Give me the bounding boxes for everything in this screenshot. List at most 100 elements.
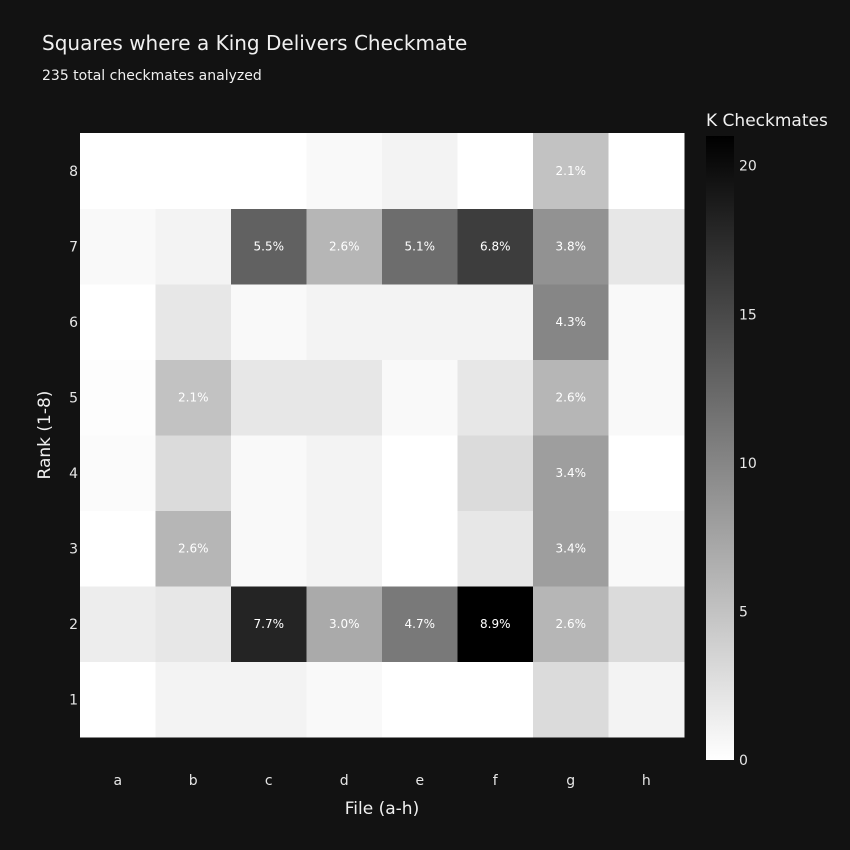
colorbar-tick-label: 10 <box>739 456 757 472</box>
heatmap-cell-f3 <box>457 510 534 587</box>
heatmap-cell-d7 <box>306 208 383 285</box>
heatmap-cell-e8 <box>382 133 458 209</box>
heatmap-cell-b2 <box>155 586 232 662</box>
x-tick-label: f <box>493 773 499 789</box>
heatmap-cell-d3 <box>306 510 383 587</box>
cell-label-d2: 3.0% <box>329 617 360 631</box>
y-tick-label: 1 <box>69 692 78 708</box>
heatmap-cell-a1 <box>80 661 156 738</box>
heatmap-cell-c1 <box>231 661 307 738</box>
heatmap-cell-e7 <box>382 208 458 285</box>
cell-label-f2: 8.9% <box>480 617 511 631</box>
heatmap-cell-e2 <box>382 586 458 662</box>
y-tick-label: 5 <box>69 390 78 406</box>
y-tick-label: 6 <box>69 315 78 331</box>
heatmap-cell-d6 <box>306 284 383 360</box>
colorbar-tick-label: 0 <box>739 753 748 769</box>
x-tick-label: b <box>189 773 198 789</box>
x-tick-label: d <box>340 773 349 789</box>
heatmap-cells <box>80 133 685 738</box>
heatmap-cell-c8 <box>231 133 307 209</box>
heatmap-cell-d8 <box>306 133 383 209</box>
cell-label-g8: 2.1% <box>556 164 587 178</box>
heatmap-cell-labels: 7.7% 3.0% 4.7% 8.9% 2.6% 2.6% 3.4% 3.4% 2.1% 2.6%… <box>178 164 586 631</box>
heatmap-cell-d5 <box>306 359 383 436</box>
heatmap-cell-a8 <box>80 133 156 209</box>
cell-label-c2: 7.7% <box>254 617 285 631</box>
cell-label-g7: 3.8% <box>556 239 587 253</box>
y-tick-label: 3 <box>69 541 78 557</box>
heatmap-cell-f6 <box>457 284 534 360</box>
heatmap-cell-g2 <box>533 586 609 662</box>
heatmap-cell-g1 <box>533 661 609 738</box>
cell-label-g2: 2.6% <box>556 617 587 631</box>
x-axis-label: File (a-h) <box>345 799 419 819</box>
heatmap-cell-d2 <box>306 586 383 662</box>
heatmap-cell-a3 <box>80 510 156 587</box>
heatmap-cell-c3 <box>231 510 307 587</box>
heatmap-cell-h4 <box>608 435 685 511</box>
heatmap-cell-e1 <box>382 661 458 738</box>
heatmap-cell-h8 <box>608 133 685 209</box>
x-tick-label: g <box>566 773 575 789</box>
heatmap-cell-h7 <box>608 208 685 285</box>
heatmap-cell-c2 <box>231 586 307 662</box>
y-tick-label: 4 <box>69 466 78 482</box>
heatmap-cell-e5 <box>382 359 458 436</box>
cell-label-g3: 3.4% <box>556 541 587 555</box>
heatmap-cell-a6 <box>80 284 156 360</box>
heatmap-cell-b5 <box>155 359 232 436</box>
heatmap-cell-b1 <box>155 661 232 738</box>
cell-label-b5: 2.1% <box>178 390 209 404</box>
x-tick-label: a <box>113 773 122 789</box>
chart-subtitle: 235 total checkmates analyzed <box>42 68 262 84</box>
y-axis-ticks: 1 2 3 4 5 6 7 8 <box>69 164 78 709</box>
cell-label-g6: 4.3% <box>556 315 587 329</box>
y-tick-label: 7 <box>69 239 78 255</box>
x-tick-label: e <box>415 773 424 789</box>
chart-title: Squares where a King Delivers Checkmate <box>42 31 467 55</box>
heatmap-cell-c7 <box>231 208 307 285</box>
heatmap-cell-g4 <box>533 435 609 511</box>
cell-label-e2: 4.7% <box>405 617 436 631</box>
heatmap-cell-d4 <box>306 435 383 511</box>
cell-label-g5: 2.6% <box>556 390 587 404</box>
heatmap-cell-g6 <box>533 284 609 360</box>
cell-label-c7: 5.5% <box>254 239 285 253</box>
heatmap-cell-f5 <box>457 359 534 436</box>
heatmap-cell-h5 <box>608 359 685 436</box>
heatmap-cell-d1 <box>306 661 383 738</box>
heatmap-cell-a4 <box>80 435 156 511</box>
heatmap-cell-e6 <box>382 284 458 360</box>
heatmap-cell-g7 <box>533 208 609 285</box>
colorbar <box>706 136 734 760</box>
heatmap-cell-b6 <box>155 284 232 360</box>
heatmap-cell-a7 <box>80 208 156 285</box>
heatmap-cell-f8 <box>457 133 534 209</box>
heatmap-cell-b4 <box>155 435 232 511</box>
heatmap-cell-h2 <box>608 586 685 662</box>
colorbar-tick-label: 5 <box>739 604 748 620</box>
colorbar-ticks: 0 5 10 15 20 <box>739 159 757 769</box>
colorbar-tick-label: 15 <box>739 307 757 323</box>
colorbar-tick-label: 20 <box>739 159 757 175</box>
heatmap-cell-h6 <box>608 284 685 360</box>
y-tick-label: 2 <box>69 617 78 633</box>
heatmap-cell-c4 <box>231 435 307 511</box>
heatmap-cell-f2 <box>457 586 534 662</box>
heatmap-cell-c6 <box>231 284 307 360</box>
cell-label-d7: 2.6% <box>329 239 360 253</box>
cell-label-b3: 2.6% <box>178 541 209 555</box>
x-tick-label: h <box>642 773 651 789</box>
heatmap-cell-c5 <box>231 359 307 436</box>
y-tick-label: 8 <box>69 164 78 180</box>
heatmap-cell-f7 <box>457 208 534 285</box>
heatmap-cell-a2 <box>80 586 156 662</box>
y-axis-label: Rank (1-8) <box>35 391 55 480</box>
heatmap-cell-h1 <box>608 661 685 738</box>
heatmap-cell-g3 <box>533 510 609 587</box>
heatmap-cell-h3 <box>608 510 685 587</box>
heatmap-cell-b7 <box>155 208 232 285</box>
heatmap-cell-e3 <box>382 510 458 587</box>
